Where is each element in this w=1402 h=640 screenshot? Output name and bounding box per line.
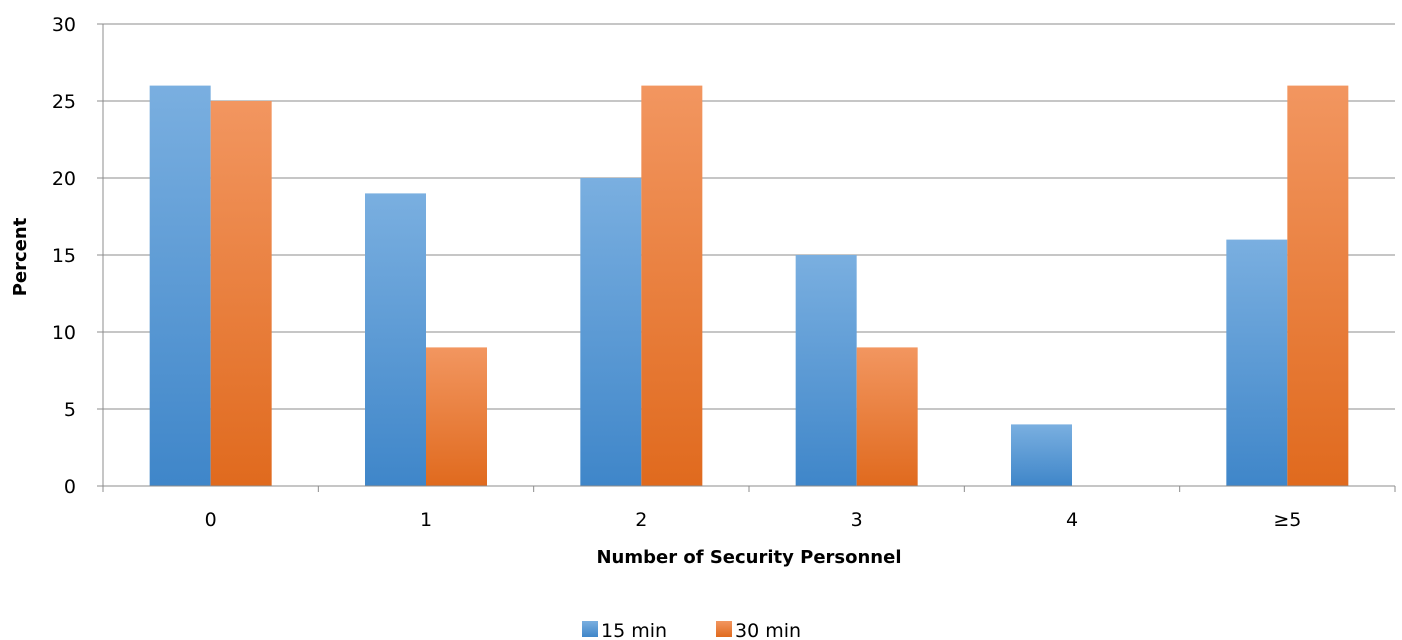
bar-30min-2 xyxy=(641,85,703,486)
bars xyxy=(149,85,1349,486)
x-tick-label-3: 3 xyxy=(851,509,863,531)
y-tick-label-10: 10 xyxy=(52,322,76,344)
x-axis-title: Number of Security Personnel xyxy=(596,547,901,568)
legend-label-30min: 30 min xyxy=(735,620,801,640)
y-axis-title: Percent xyxy=(10,217,31,296)
y-tick-label-5: 5 xyxy=(64,399,76,421)
x-tick-labels: 0 1 2 3 4 ≥5 xyxy=(205,509,1302,531)
y-tick-label-25: 25 xyxy=(52,91,76,113)
y-tick-label-0: 0 xyxy=(64,476,76,498)
bar-15min-3 xyxy=(795,255,857,486)
bar-30min-3 xyxy=(856,347,918,486)
bar-30min-1 xyxy=(426,347,487,486)
bar-15min-0 xyxy=(149,85,211,486)
y-tick-label-30: 30 xyxy=(52,14,76,36)
legend-swatch-30min xyxy=(716,621,732,637)
bar-15min-5 xyxy=(1226,239,1288,486)
bar-30min-0 xyxy=(210,101,272,486)
bar-30min-5 xyxy=(1287,85,1349,486)
y-tick-label-20: 20 xyxy=(52,168,76,190)
legend: 15 min 30 min xyxy=(582,620,801,640)
legend-item-15min: 15 min xyxy=(582,620,667,640)
bar-15min-4 xyxy=(1011,424,1072,486)
gridlines xyxy=(103,23,1395,410)
x-tick-label-0: 0 xyxy=(205,509,217,531)
bar-15min-2 xyxy=(580,178,642,486)
legend-swatch-15min xyxy=(582,621,598,637)
y-tick-labels: 0 5 10 15 20 25 30 xyxy=(52,14,76,498)
x-tick-label-5: ≥5 xyxy=(1273,509,1301,531)
y-tick-label-15: 15 xyxy=(52,245,76,267)
x-tick-label-1: 1 xyxy=(420,509,432,531)
legend-item-30min: 30 min xyxy=(716,620,801,640)
axes xyxy=(97,23,1396,492)
legend-label-15min: 15 min xyxy=(601,620,667,640)
x-tick-label-2: 2 xyxy=(635,509,647,531)
bar-15min-1 xyxy=(365,193,426,486)
x-tick-label-4: 4 xyxy=(1066,509,1078,531)
